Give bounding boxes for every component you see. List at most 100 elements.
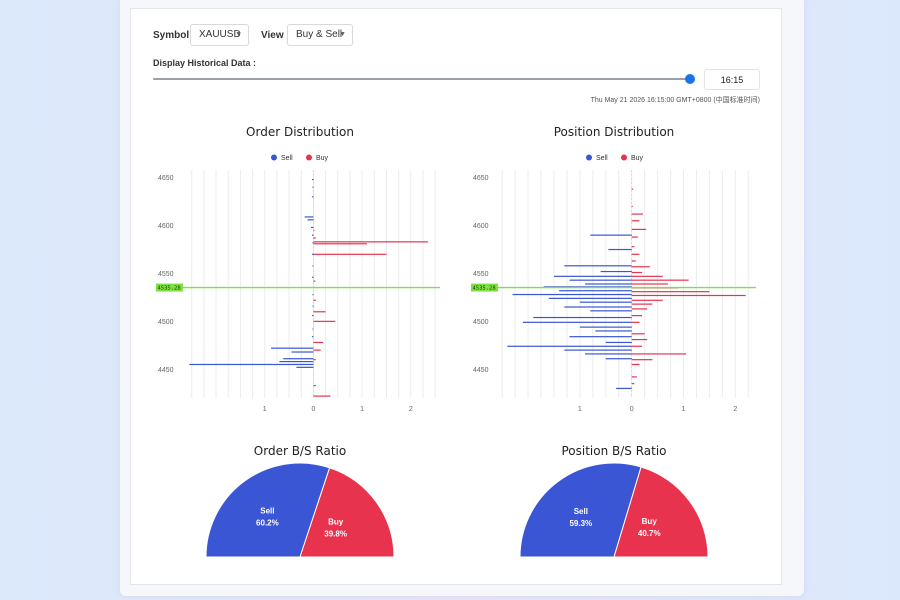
buy-bar <box>313 241 428 243</box>
symbol-label: Symbol : <box>153 30 196 41</box>
sell-bar <box>533 316 632 319</box>
slider-fill <box>153 78 690 80</box>
x-tick-label: 1 <box>263 406 267 413</box>
sell-bar <box>311 178 314 181</box>
order-dist-legend: Sell Buy <box>271 154 329 162</box>
y-tick-label: 4500 <box>158 319 174 326</box>
sell-bar <box>616 387 632 390</box>
buy-bar <box>631 266 650 268</box>
x-tick-label: 0 <box>311 406 315 413</box>
sell-bar <box>553 275 632 277</box>
symbol-select[interactable]: XAUUSD ▼ <box>190 24 249 46</box>
sell-bar <box>564 349 632 351</box>
buy-bar <box>631 383 635 385</box>
buy-bar <box>631 246 635 248</box>
timestamp-text: Thu May 21 2026 16:15:00 GMT+0800 (中国标准时… <box>590 97 760 104</box>
order-ratio-title: Order B/S Ratio <box>254 444 346 458</box>
sell-bar <box>312 305 314 307</box>
sell-bar <box>296 366 314 368</box>
y-tick-label: 4550 <box>473 271 489 278</box>
buy-bar <box>631 359 653 361</box>
x-tick-label: 2 <box>733 406 737 413</box>
history-slider[interactable] <box>153 78 690 80</box>
legend-sell[interactable]: Sell <box>596 155 608 162</box>
buy-slice[interactable] <box>613 466 709 558</box>
y-tick-label: 4550 <box>158 271 174 278</box>
sell-bar <box>312 186 314 188</box>
sell-bar <box>590 310 632 312</box>
view-select[interactable]: Buy & Sell ▼ <box>287 24 353 46</box>
sell-bar <box>543 286 632 288</box>
x-tick-label: 2 <box>409 406 413 413</box>
x-tick-label: 1 <box>578 406 582 413</box>
x-tick-label: 1 <box>360 406 364 413</box>
current-price-label: 4535.28 <box>158 286 181 292</box>
buy-bar <box>313 384 316 387</box>
sell-bar <box>512 293 632 296</box>
current-price-badge <box>471 283 498 292</box>
sell-bar <box>585 283 632 285</box>
x-tick-label: 1 <box>682 406 686 413</box>
buy-bar <box>631 260 636 262</box>
position-ratio-pie: Sell 59.3% Buy 40.7% <box>519 462 709 558</box>
sell-bar <box>312 328 314 330</box>
buy-bar <box>631 188 634 190</box>
buy-bar <box>631 236 638 238</box>
sell-bar <box>507 345 632 347</box>
sell-bar <box>279 360 314 363</box>
sell-slice-value: 59.3% <box>569 519 592 528</box>
view-label: View : <box>261 30 290 41</box>
view-value: Buy & Sell <box>296 29 343 40</box>
buy-bar <box>631 271 643 274</box>
slider-thumb[interactable] <box>685 74 695 84</box>
sell-bar <box>600 270 632 273</box>
order-distribution-chart: 4650 4600 4550 4500 4450 1 0 1 2 4535.28 <box>156 170 440 413</box>
buy-bar <box>313 359 316 361</box>
buy-bar <box>313 253 387 255</box>
buy-bar <box>631 363 640 366</box>
sell-bar <box>312 242 314 244</box>
legend-sell[interactable]: Sell <box>281 155 293 162</box>
sell-bar <box>569 336 632 338</box>
sell-bar <box>564 306 632 308</box>
sell-bar <box>579 326 632 328</box>
legend-buy[interactable]: Buy <box>631 155 644 162</box>
symbol-value: XAUUSD <box>199 29 241 40</box>
buy-bar <box>631 321 640 323</box>
buy-bar <box>313 349 321 351</box>
buy-bar <box>631 303 653 305</box>
legend-buy[interactable]: Buy <box>316 155 329 162</box>
legend-buy-dot <box>306 154 312 161</box>
time-input[interactable]: 16:15 <box>704 69 760 90</box>
x-tick-label: 0 <box>630 406 634 413</box>
buy-bar <box>631 283 668 285</box>
buy-bar <box>313 299 316 301</box>
historical-data-label: Display Historical Data : <box>153 58 257 68</box>
position-dist-legend: Sell Buy <box>586 154 644 162</box>
buy-bar <box>631 213 644 215</box>
sell-bar <box>291 351 314 353</box>
sell-bar <box>564 265 632 267</box>
legend-sell-dot <box>586 154 592 161</box>
sell-bar <box>311 234 314 236</box>
chevron-down-icon: ▼ <box>339 31 346 38</box>
sell-bar <box>311 315 314 317</box>
buy-slice[interactable] <box>299 467 395 558</box>
buy-bar <box>313 280 316 282</box>
buy-bar <box>631 299 663 301</box>
buy-bar <box>631 228 647 230</box>
buy-bar <box>631 376 637 378</box>
y-tick-label: 4450 <box>158 367 174 374</box>
sell-slice[interactable] <box>519 462 642 558</box>
buy-bar <box>631 279 689 281</box>
sell-slice-label: Sell <box>574 507 588 516</box>
sell-slice[interactable] <box>205 462 331 558</box>
sell-bar <box>605 358 632 360</box>
sell-slice-value: 60.2% <box>256 518 279 527</box>
sell-bar <box>311 336 314 338</box>
position-distribution-chart: 4650 4600 4550 4500 4450 1 0 1 2 4535.28 <box>471 170 756 413</box>
sell-bar <box>608 248 632 251</box>
legend-sell-dot <box>271 154 277 161</box>
sell-bar <box>559 290 632 292</box>
